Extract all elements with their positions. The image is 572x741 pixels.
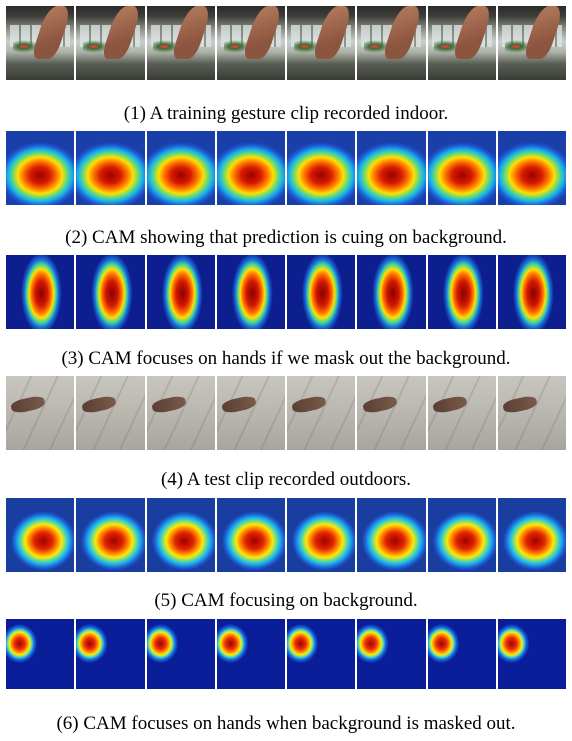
cam-heatmap-frame <box>497 255 566 329</box>
cam-heatmap-frame <box>427 131 496 205</box>
video-frame <box>427 376 496 450</box>
strip-training-indoor <box>6 6 566 80</box>
cam-heatmap-frame <box>497 498 566 572</box>
video-frame <box>357 376 426 450</box>
cam-heatmap-frame <box>6 619 75 689</box>
cam-heatmap-frame <box>287 498 356 572</box>
video-frame <box>357 6 426 80</box>
strip-test-outdoor <box>6 376 566 450</box>
strip-cam-outdoor-background <box>6 498 566 572</box>
video-frame <box>287 376 356 450</box>
video-frame <box>497 6 566 80</box>
strip-cam-background <box>6 131 566 205</box>
cam-heatmap-frame <box>427 619 496 689</box>
cam-heatmap-frame <box>497 131 566 205</box>
caption-5: (5) CAM focusing on background. <box>154 590 418 611</box>
cam-heatmap-frame <box>146 131 215 205</box>
cam-heatmap-frame <box>287 131 356 205</box>
caption-6: (6) CAM focuses on hands when background… <box>56 713 516 734</box>
caption-4: (4) A test clip recorded outdoors. <box>160 469 412 490</box>
cam-heatmap-frame <box>146 498 215 572</box>
cam-heatmap-frame <box>427 498 496 572</box>
cam-heatmap-frame <box>357 619 426 689</box>
cam-heatmap-frame <box>6 498 75 572</box>
cam-heatmap-frame <box>216 619 285 689</box>
video-frame <box>427 6 496 80</box>
cam-heatmap-frame <box>216 255 285 329</box>
video-frame <box>6 6 75 80</box>
cam-heatmap-frame <box>6 255 75 329</box>
cam-heatmap-frame <box>357 498 426 572</box>
cam-heatmap-frame <box>146 619 215 689</box>
video-frame <box>76 6 145 80</box>
cam-heatmap-frame <box>76 131 145 205</box>
strip-cam-hand-masked <box>6 619 566 689</box>
cam-heatmap-frame <box>287 255 356 329</box>
cam-heatmap-frame <box>146 255 215 329</box>
caption-2: (2) CAM showing that prediction is cuing… <box>65 227 507 248</box>
video-frame <box>216 376 285 450</box>
cam-heatmap-frame <box>427 255 496 329</box>
cam-heatmap-frame <box>216 498 285 572</box>
video-frame <box>146 6 215 80</box>
cam-heatmap-frame <box>287 619 356 689</box>
strip-cam-hand <box>6 255 566 329</box>
cam-heatmap-frame <box>76 619 145 689</box>
cam-heatmap-frame <box>216 131 285 205</box>
video-frame <box>216 6 285 80</box>
cam-heatmap-frame <box>357 255 426 329</box>
cam-heatmap-frame <box>357 131 426 205</box>
caption-1: (1) A training gesture clip recorded ind… <box>123 103 449 124</box>
cam-heatmap-frame <box>76 498 145 572</box>
cam-heatmap-frame <box>497 619 566 689</box>
video-frame <box>146 376 215 450</box>
video-frame <box>6 376 75 450</box>
video-frame <box>287 6 356 80</box>
cam-heatmap-frame <box>6 131 75 205</box>
caption-3: (3) CAM focuses on hands if we mask out … <box>61 348 511 369</box>
video-frame <box>497 376 566 450</box>
cam-heatmap-frame <box>76 255 145 329</box>
video-frame <box>76 376 145 450</box>
